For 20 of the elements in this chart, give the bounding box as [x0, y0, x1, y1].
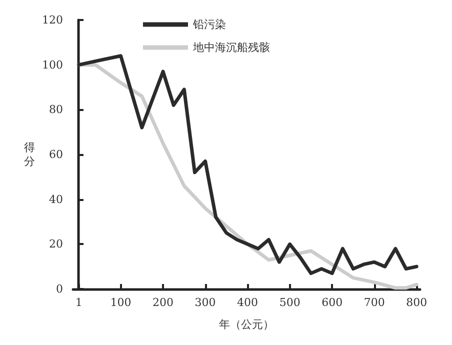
- legend-label: 地中海沉船残骸: [192, 41, 270, 54]
- x-axis-title: 年（公元）: [219, 318, 274, 331]
- y-tick-label: 60: [49, 148, 63, 161]
- y-tick-label: 120: [42, 14, 63, 26]
- x-tick-label: 100: [110, 296, 132, 309]
- y-tick-label: 80: [49, 103, 63, 116]
- x-tick-label: 800: [406, 296, 428, 309]
- y-tick-label: 40: [49, 192, 63, 206]
- x-tick-label: 700: [364, 296, 385, 309]
- y-tick-label: 0: [56, 282, 63, 296]
- y-axis-title: 得分: [24, 141, 35, 168]
- y-tick-label: 100: [42, 58, 63, 72]
- x-tick-label: 500: [279, 296, 300, 309]
- x-tick-label: 200: [152, 296, 174, 309]
- x-tick-label: 1: [75, 296, 82, 309]
- legend-label: 铅污染: [192, 18, 226, 31]
- x-tick-label: 300: [194, 296, 216, 309]
- x-tick-label: 600: [322, 296, 343, 309]
- x-tick-label: 400: [237, 296, 258, 309]
- y-tick-label: 20: [49, 238, 63, 251]
